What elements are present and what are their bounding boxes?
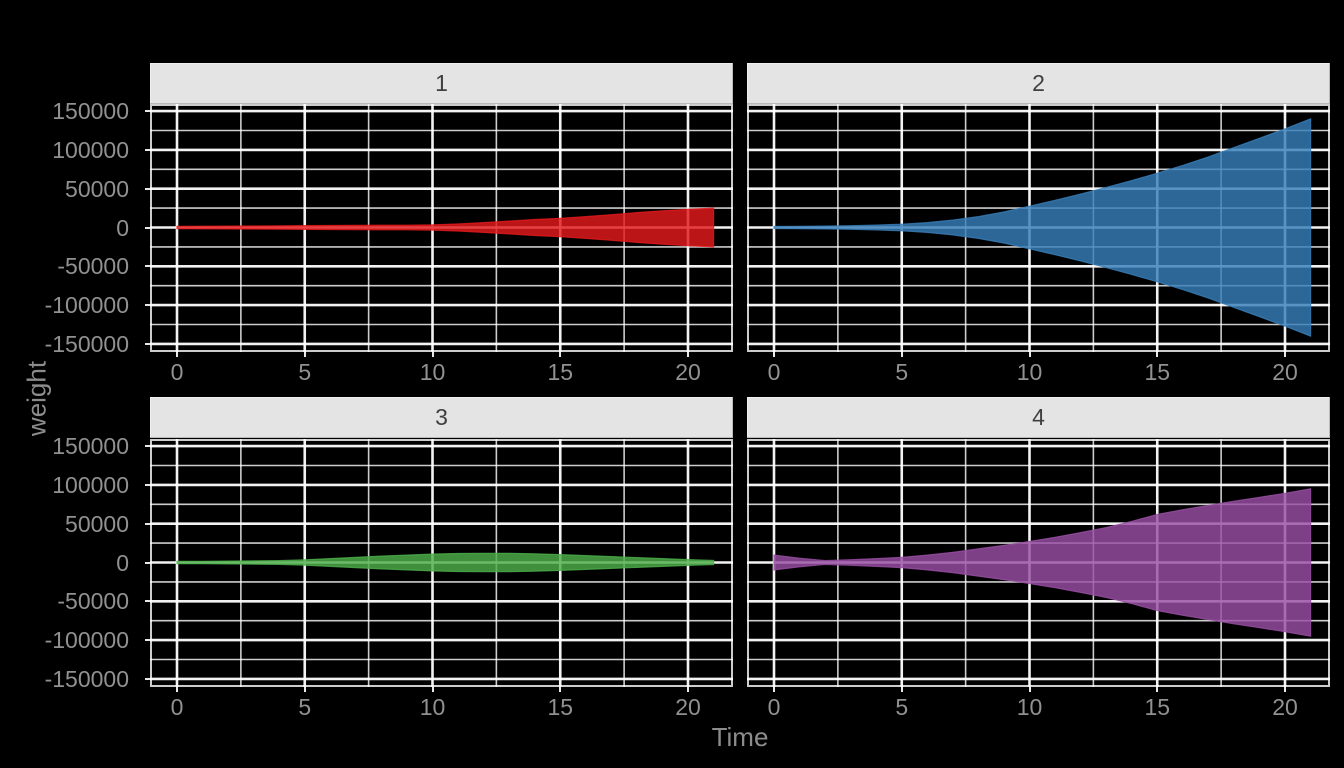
y-tick-label: -100000 — [44, 627, 129, 654]
facet-strip-label: 4 — [1032, 404, 1045, 430]
panel-canvas — [150, 104, 733, 352]
facet-strip: 4 — [747, 397, 1330, 438]
x-tick — [431, 687, 434, 692]
facet-strip-label: 2 — [1032, 70, 1045, 96]
x-tick-label: 15 — [547, 694, 574, 720]
facet-panel — [747, 439, 1330, 687]
y-tick-label: -150000 — [44, 665, 129, 692]
x-tick — [1284, 687, 1286, 692]
x-tick — [773, 687, 775, 692]
panel-border — [747, 104, 1330, 352]
fan-ribbon — [176, 552, 715, 573]
y-tick — [145, 677, 150, 680]
facet-strip-label: 3 — [435, 404, 448, 430]
x-tick-label: 0 — [170, 694, 184, 720]
y-tick-label: 0 — [116, 214, 129, 241]
y-tick — [145, 226, 150, 229]
y-tick-label: -50000 — [57, 253, 129, 280]
y-tick — [145, 639, 150, 642]
y-tick-label: 0 — [116, 549, 129, 576]
x-tick-label: 0 — [170, 359, 184, 385]
x-tick — [303, 687, 306, 692]
x-tick-label: 20 — [675, 359, 701, 385]
x-tick-label: 10 — [419, 359, 446, 385]
fan-ribbon — [176, 207, 715, 248]
y-tick — [145, 148, 150, 151]
x-tick-label: 20 — [1272, 694, 1298, 720]
panel-canvas — [747, 439, 1330, 687]
facet-strip: 2 — [747, 63, 1330, 104]
x-tick-label: 15 — [547, 359, 574, 385]
y-tick — [145, 445, 150, 448]
x-tick — [1284, 352, 1286, 357]
x-tick — [176, 352, 178, 357]
y-tick-label: -50000 — [57, 588, 129, 615]
panel-canvas — [747, 104, 1330, 352]
y-tick-label: -150000 — [44, 330, 129, 357]
x-tick-label: 20 — [675, 694, 701, 720]
y-tick-label: 100000 — [52, 136, 129, 163]
y-tick — [145, 342, 150, 345]
x-tick — [303, 352, 306, 357]
x-tick — [687, 352, 689, 357]
x-tick-label: 0 — [767, 694, 781, 720]
x-tick-label: 5 — [895, 359, 909, 385]
x-axis-title: Time — [711, 722, 769, 752]
x-tick-label: 5 — [298, 694, 312, 720]
fan-ribbon — [773, 488, 1312, 637]
panel-border — [150, 439, 733, 687]
panel-canvas — [150, 439, 733, 687]
panel-border — [150, 104, 733, 352]
x-tick — [900, 352, 903, 357]
y-tick — [145, 187, 150, 190]
x-tick — [559, 687, 562, 692]
y-tick-label: 150000 — [52, 98, 129, 125]
fan-ribbon — [773, 118, 1312, 337]
x-tick-label: 15 — [1144, 694, 1171, 720]
x-tick — [1028, 352, 1031, 357]
facet-strip-label: 1 — [435, 70, 448, 96]
facet-panel — [150, 439, 733, 687]
facet-strip: 3 — [150, 397, 733, 438]
x-tick — [1156, 352, 1159, 357]
x-tick-label: 0 — [767, 359, 781, 385]
x-tick-label: 10 — [1016, 694, 1043, 720]
y-tick-label: 50000 — [65, 510, 129, 537]
x-tick-label: 10 — [419, 694, 446, 720]
x-tick — [900, 687, 903, 692]
y-tick — [145, 600, 150, 603]
x-tick-label: 10 — [1016, 359, 1043, 385]
x-tick — [1028, 687, 1031, 692]
y-tick-label: 100000 — [52, 471, 129, 498]
x-tick — [773, 352, 775, 357]
y-tick — [145, 483, 150, 486]
y-tick — [145, 265, 150, 268]
x-tick-label: 5 — [298, 359, 312, 385]
y-tick-label: -100000 — [44, 292, 129, 319]
panel-border — [747, 439, 1330, 687]
x-tick-label: 5 — [895, 694, 909, 720]
y-tick — [145, 304, 150, 307]
x-tick-label: 20 — [1272, 359, 1298, 385]
x-tick-label: 15 — [1144, 359, 1171, 385]
x-tick — [1156, 687, 1159, 692]
x-tick — [431, 352, 434, 357]
x-tick — [559, 352, 562, 357]
y-tick-label: 150000 — [52, 433, 129, 460]
y-tick — [145, 110, 150, 113]
facet-panel — [150, 104, 733, 352]
y-tick-label: 50000 — [65, 175, 129, 202]
facet-panel — [747, 104, 1330, 352]
x-tick — [176, 687, 178, 692]
x-tick — [687, 687, 689, 692]
y-tick — [145, 561, 150, 564]
facet-strip: 1 — [150, 63, 733, 104]
y-tick — [145, 522, 150, 525]
